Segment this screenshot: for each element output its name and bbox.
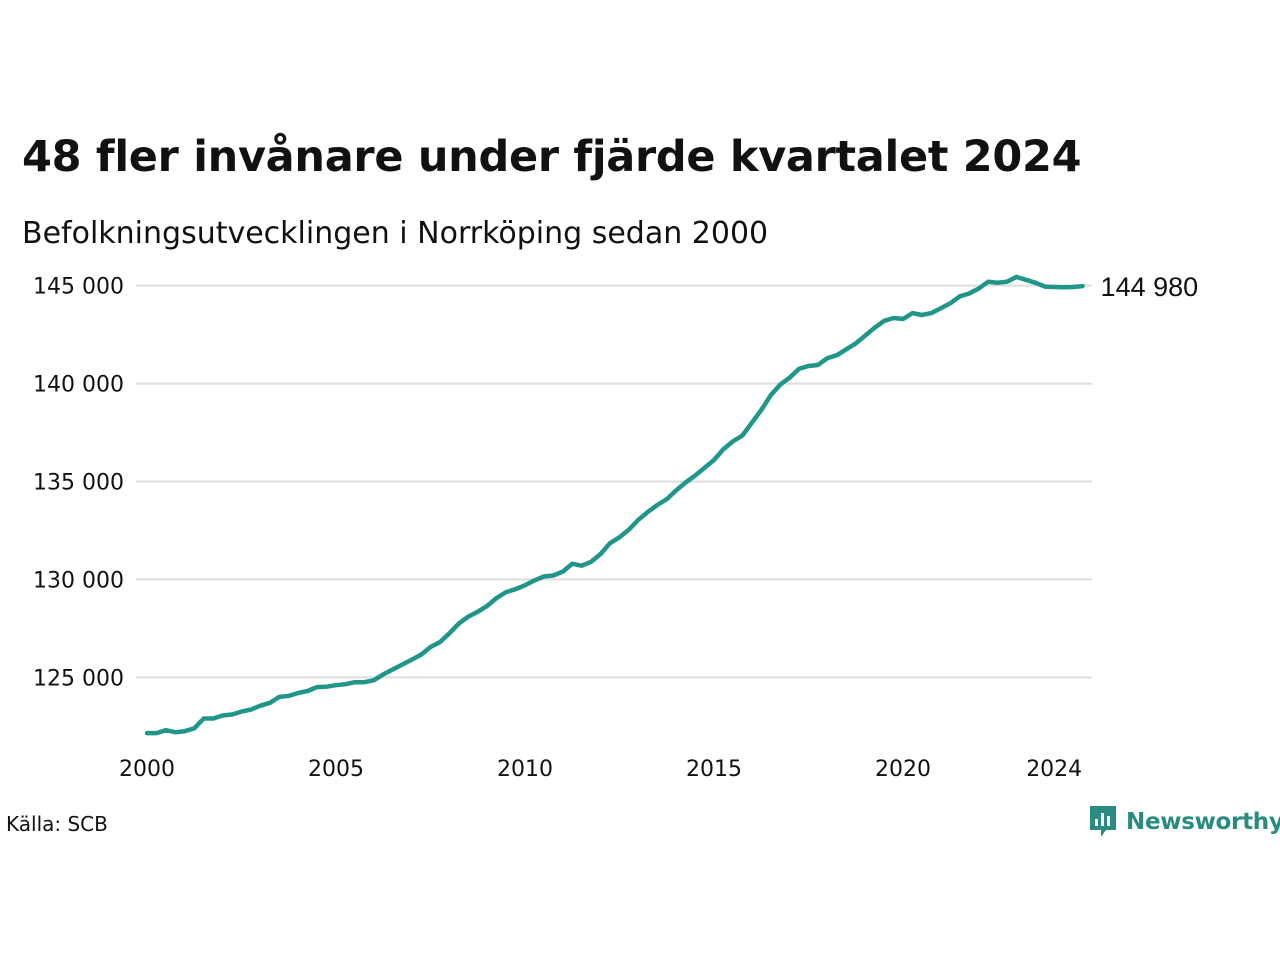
y-tick-label: 140 000 [33, 373, 124, 398]
x-tick-label: 2024 [1026, 757, 1082, 782]
chart-title: 48 fler invånare under fjärde kvartalet … [22, 132, 1082, 182]
source-label: Källa: SCB [6, 812, 108, 836]
x-tick-label: 2010 [497, 757, 553, 782]
y-tick-label: 125 000 [33, 666, 124, 691]
population-line [144, 274, 1085, 736]
x-tick-label: 2020 [875, 757, 931, 782]
chart-subtitle: Befolkningsutvecklingen i Norrköping sed… [22, 216, 769, 251]
x-tick-label: 2015 [686, 757, 742, 782]
brand-logo: Newsworthy [1088, 804, 1280, 840]
grid-lines [136, 284, 1092, 679]
y-axis-ticks: 125 000 130 000 135 000 140 000 145 000 [33, 275, 124, 692]
x-tick-label: 2005 [308, 757, 364, 782]
newsworthy-logo-icon [1090, 806, 1116, 837]
y-tick-label: 130 000 [33, 568, 124, 593]
end-value-label: 144 980 [1101, 272, 1199, 302]
x-tick-label: 2000 [119, 757, 175, 782]
y-tick-label: 135 000 [33, 471, 124, 496]
brand-name: Newsworthy [1126, 809, 1280, 835]
y-tick-label: 145 000 [33, 275, 124, 300]
x-axis-ticks: 2000 2005 2010 2015 2020 2024 [119, 757, 1082, 782]
